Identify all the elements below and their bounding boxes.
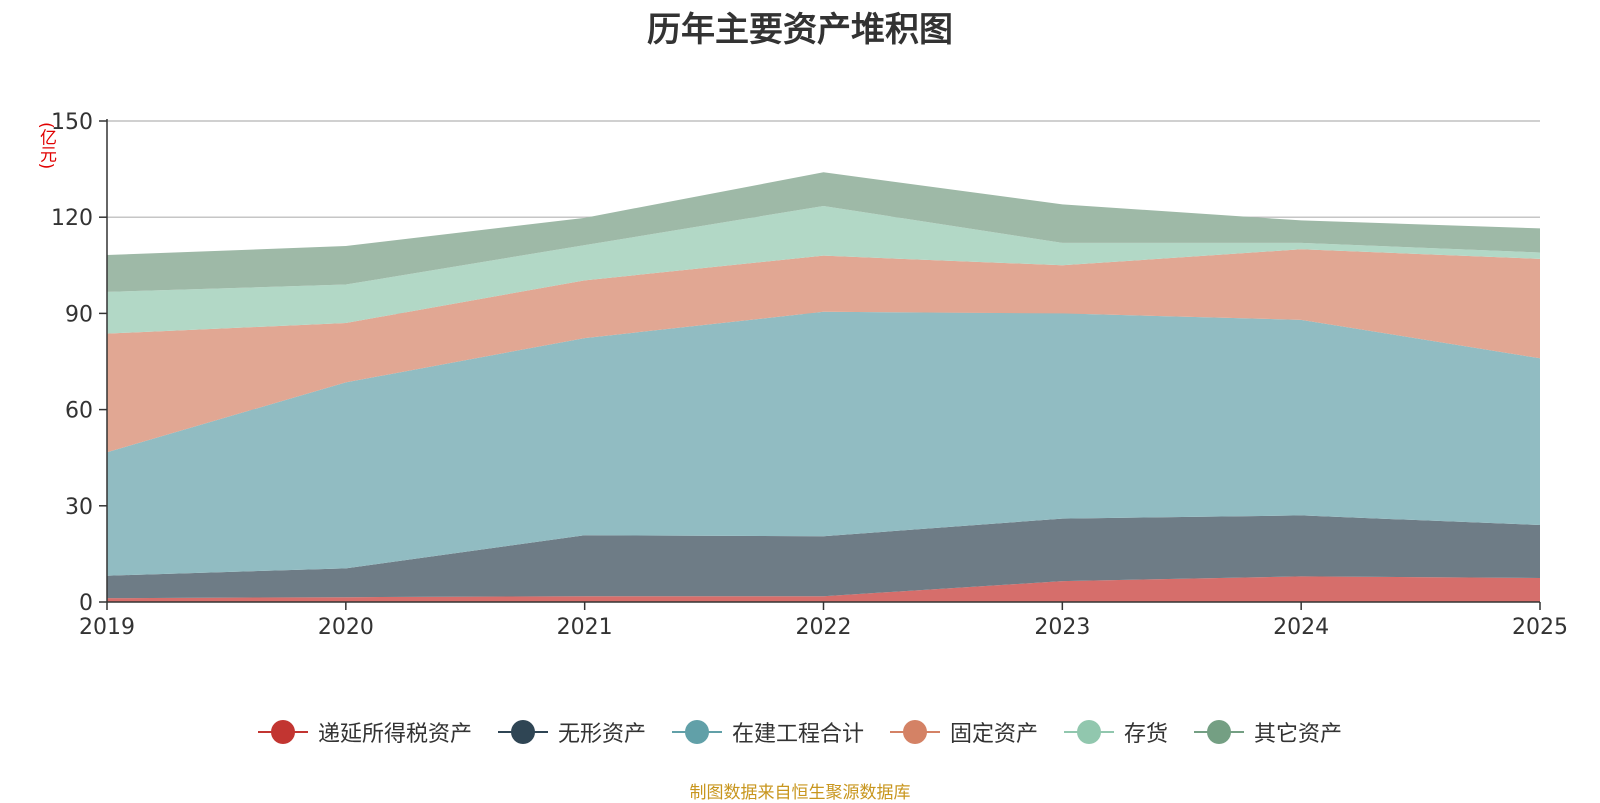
area-series-2 [107,311,1540,576]
legend-marker-icon [497,720,548,744]
y-tick-label-90: 90 [65,302,93,327]
y-tick-label-60: 60 [65,399,93,424]
x-tick-label-2023: 2023 [1034,615,1090,640]
y-axis-unit-label: (亿元) [36,122,56,170]
legend-item-4[interactable]: 存货 [1064,716,1168,748]
x-tick-label-2021: 2021 [557,615,613,640]
x-tick-label-2022: 2022 [796,615,852,640]
legend-item-1[interactable]: 无形资产 [497,716,646,748]
legend-item-2[interactable]: 在建工程合计 [671,716,864,748]
legend-label: 其它资产 [1254,722,1343,747]
legend-label: 递延所得税资产 [317,722,472,747]
x-tick-label-2025: 2025 [1512,615,1568,640]
x-tick-label-2019: 2019 [79,615,135,640]
legend-label: 存货 [1124,722,1169,747]
area-series-5 [107,172,1540,292]
legend-item-3[interactable]: 固定资产 [890,716,1038,748]
area-series-4 [107,205,1540,334]
legend-label: 在建工程合计 [731,722,864,747]
chart-title: 历年主要资产堆积图 [647,10,953,50]
legend-marker-icon [671,720,722,744]
area-series-1 [107,515,1540,599]
area-series [107,172,1540,602]
axes: 0 30 60 90 120 150 2019 2020 2021 2022 2023 2024 202… [51,110,1568,640]
x-tick-label-2020: 2020 [318,615,374,640]
y-tick-label-30: 30 [65,495,93,520]
legend: 递延所得税资产 无形资产 在建工程合计 固定资产 存货 其它资产 [0,716,1600,748]
legend-marker-icon [257,720,308,744]
legend-item-5[interactable]: 其它资产 [1194,716,1342,748]
y-tick-label-0: 0 [79,591,93,616]
legend-label: 固定资产 [950,722,1039,747]
area-series-3 [107,249,1540,453]
legend-marker-icon [890,720,940,744]
y-tick-label-150: 150 [51,110,93,135]
legend-label: 无形资产 [557,722,646,747]
legend-marker-icon [1194,720,1245,744]
area-series-0 [107,576,1540,602]
source-note: 制图数据来自恒生聚源数据库 [689,783,911,803]
legend-item-0[interactable]: 递延所得税资产 [257,716,472,748]
legend-marker-icon [1064,720,1115,744]
y-tick-label-120: 120 [51,206,93,231]
x-tick-label-2024: 2024 [1273,615,1329,640]
